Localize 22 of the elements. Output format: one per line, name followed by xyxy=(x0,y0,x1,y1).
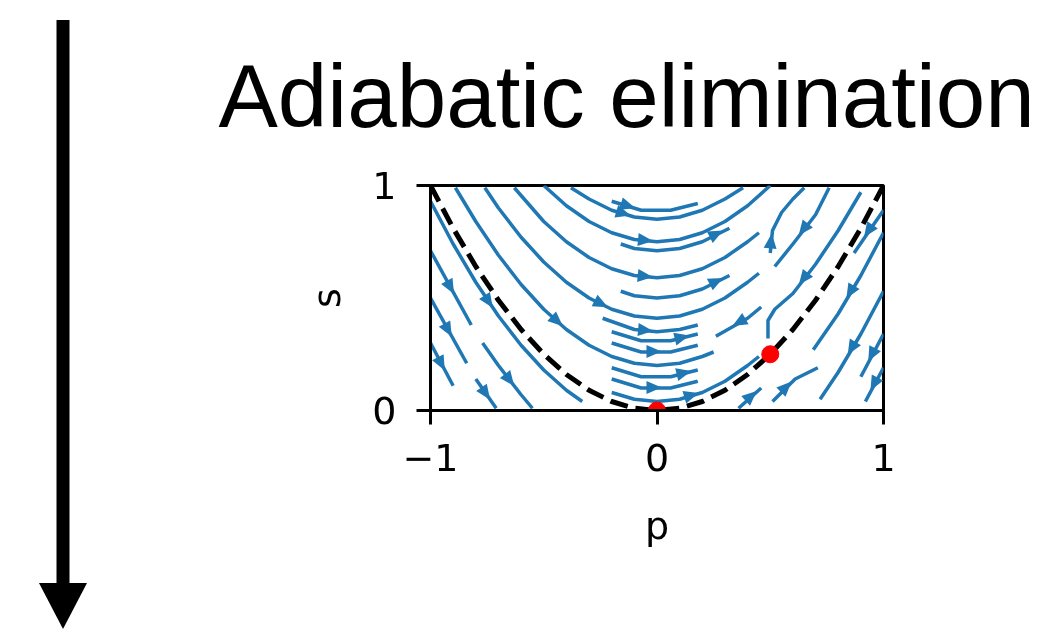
x-tick-label: 1 xyxy=(871,435,896,480)
line-series xyxy=(453,186,716,368)
line-series xyxy=(483,186,761,320)
line-series xyxy=(600,316,700,334)
x-axis-title: p xyxy=(644,503,670,548)
x-tick-label: −1 xyxy=(402,435,459,480)
line-series xyxy=(766,190,863,341)
line-series xyxy=(480,341,535,410)
line-series xyxy=(811,231,884,352)
chart-title: Adiabatic elimination xyxy=(218,45,1035,146)
line-series xyxy=(619,273,732,300)
line-series xyxy=(619,226,732,253)
line-series xyxy=(430,199,585,404)
x-tick-label: 0 xyxy=(644,435,670,480)
line-series xyxy=(714,305,763,338)
line-series xyxy=(569,186,745,221)
line-series xyxy=(768,186,806,255)
line-series xyxy=(773,186,831,269)
line-series xyxy=(818,289,884,401)
line-series xyxy=(512,186,761,280)
y-axis-title: s xyxy=(305,288,350,308)
line-series xyxy=(542,185,772,244)
